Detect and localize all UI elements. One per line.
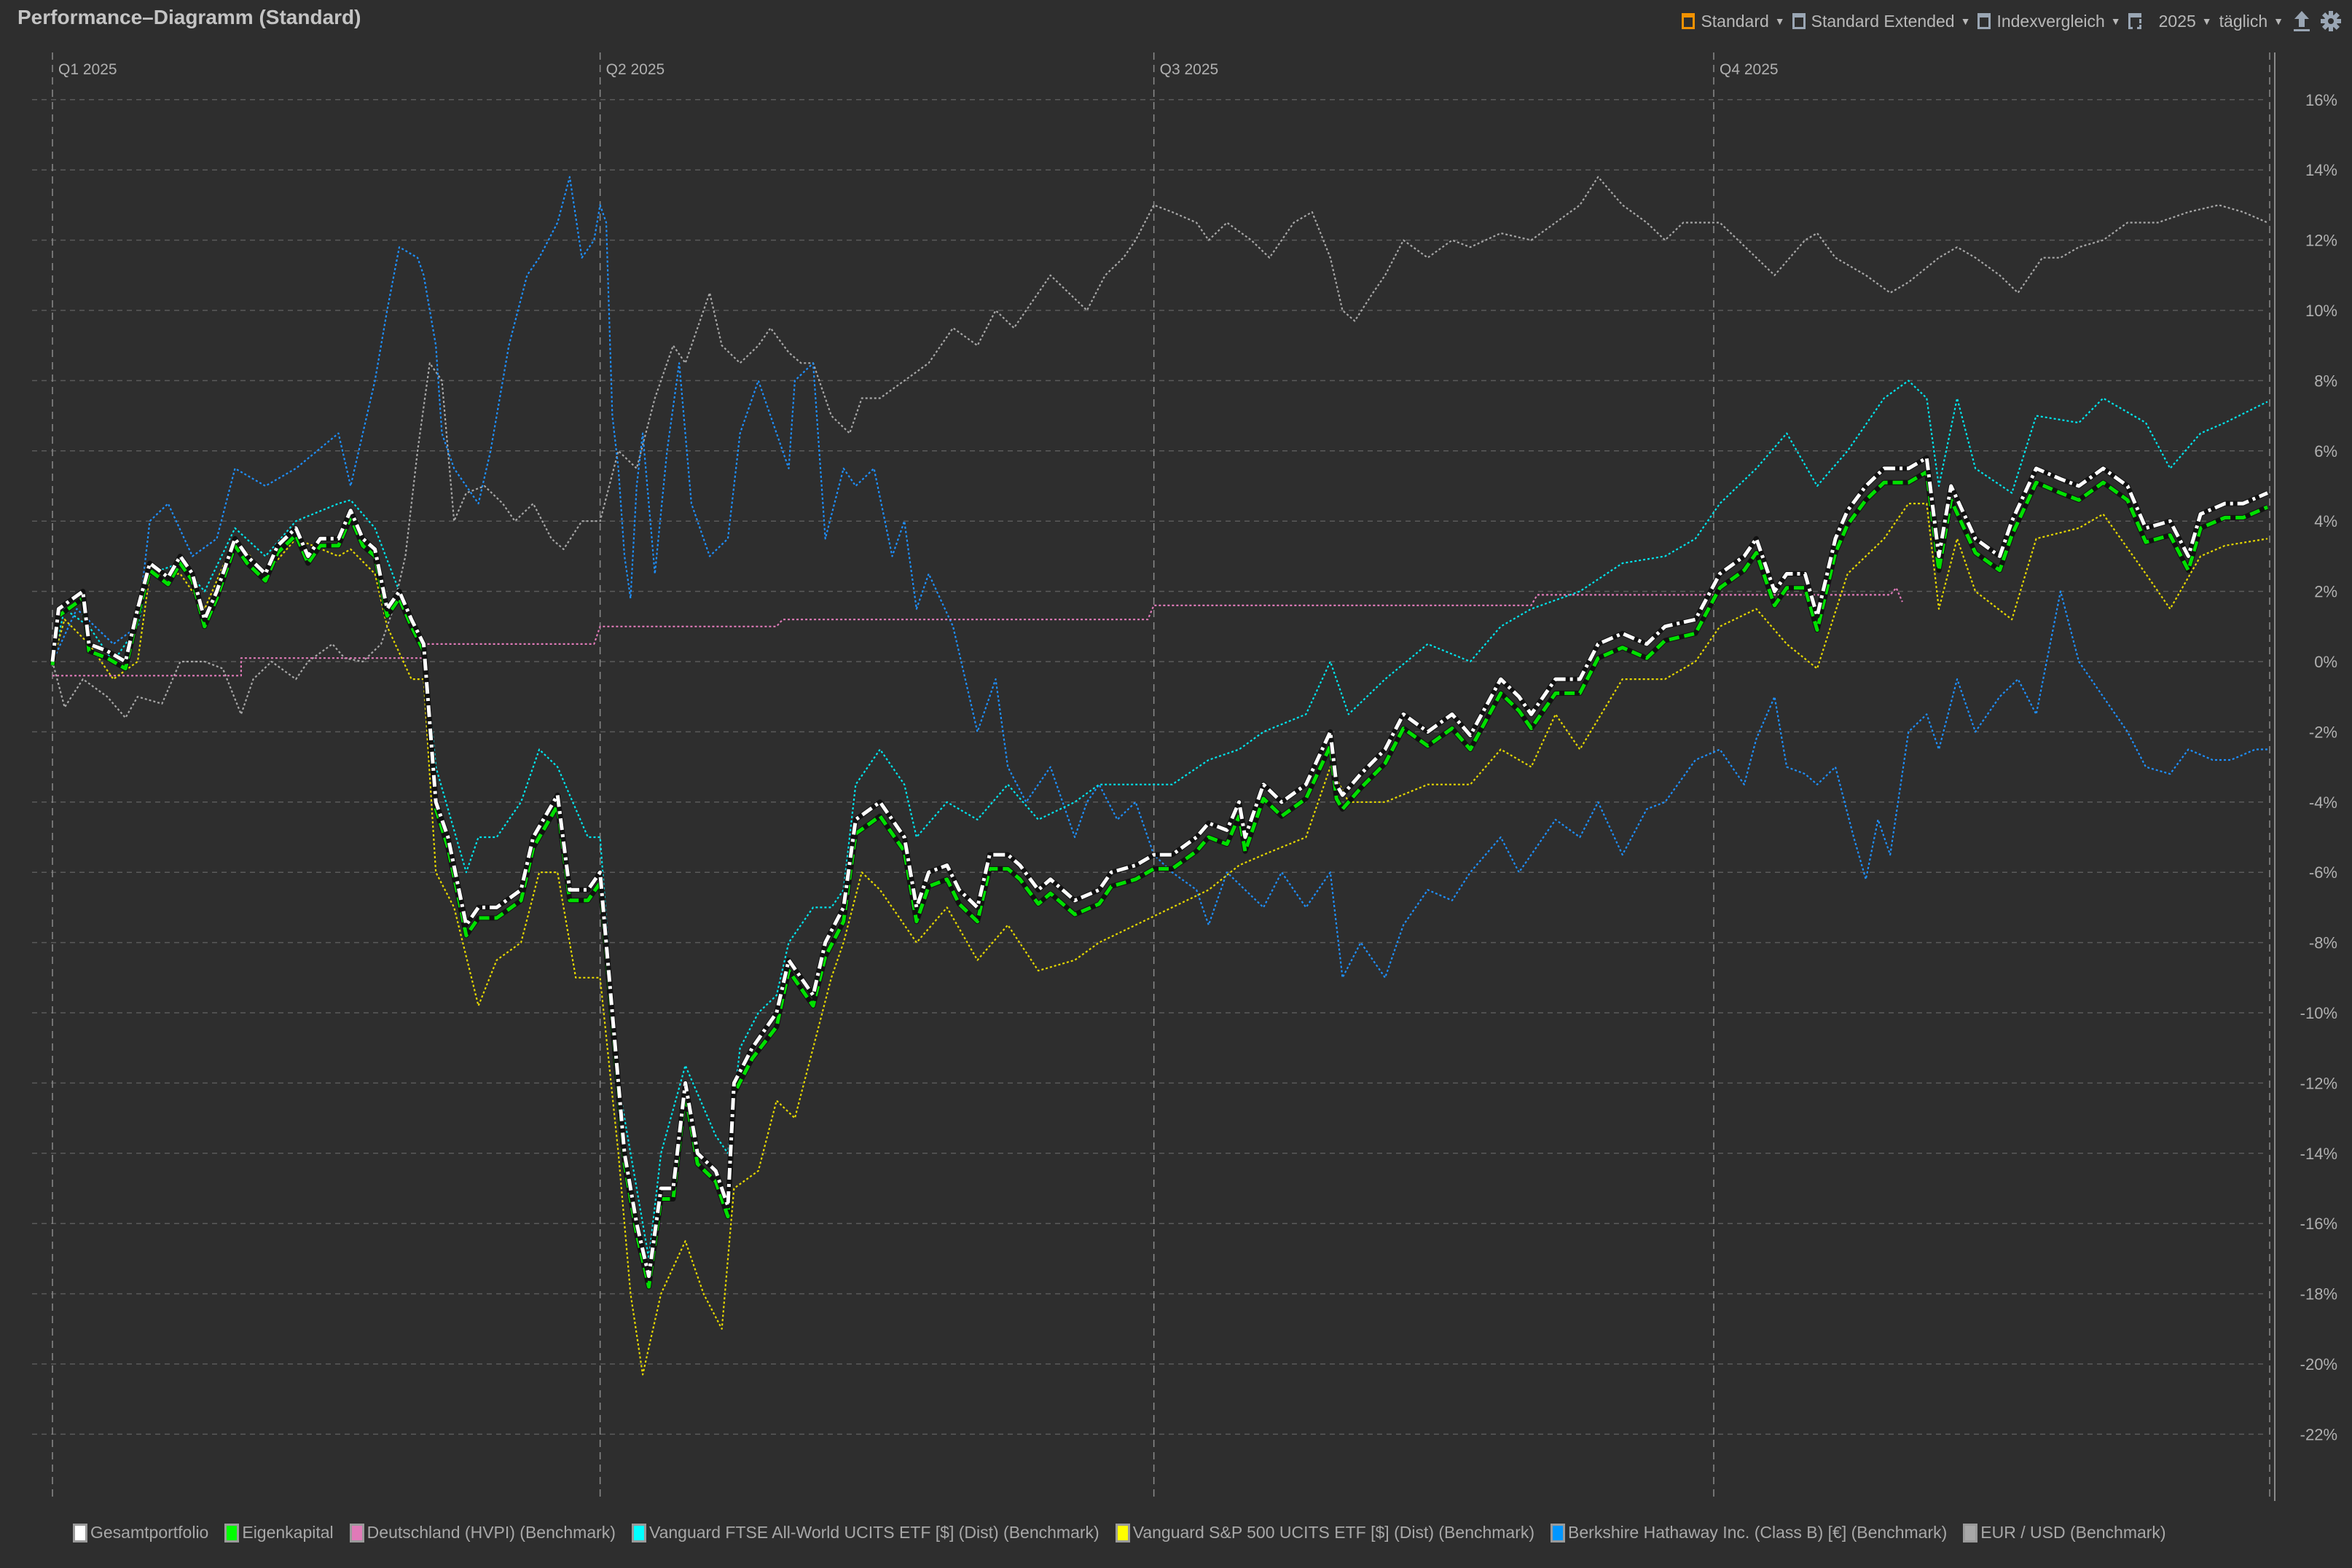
legend-item[interactable]: Vanguard S&P 500 UCITS ETF [$] (Dist) (B… [1115, 1523, 1535, 1542]
series-line-vanguard-s-p-500-ucits-etf-dist-benchmark [51, 502, 2268, 1376]
chart-view-icon [1682, 13, 1696, 29]
y-tick-label: -10% [2300, 1004, 2337, 1022]
chart-view-icon [1792, 13, 1806, 29]
y-tick-label: -20% [2300, 1355, 2337, 1373]
chevron-down-icon: ▼ [2110, 15, 2121, 27]
add-view-button[interactable] [2128, 13, 2141, 29]
y-tick-label: -14% [2300, 1145, 2337, 1163]
legend-swatch [224, 1523, 240, 1542]
series-line-berkshire-hathaway-inc-class-b-benchmark [52, 176, 2267, 979]
chevron-down-icon: ▼ [2201, 15, 2212, 27]
legend-label: Vanguard FTSE All-World UCITS ETF [$] (D… [648, 1523, 1099, 1542]
legend-label: EUR / USD (Benchmark) [1980, 1523, 2166, 1542]
y-tick-label: -6% [2309, 863, 2337, 882]
legend-label: Berkshire Hathaway Inc. (Class B) [€] (B… [1568, 1523, 1948, 1542]
y-tick-label: -18% [2300, 1285, 2337, 1304]
series-line-eur-usd-benchmark [51, 176, 2268, 719]
gear-icon [2321, 11, 2341, 31]
view-standard-extended[interactable]: Standard Extended ▼ [1792, 11, 1971, 31]
legend-item[interactable]: Eigenkapital [224, 1523, 334, 1542]
legend-label: Vanguard S&P 500 UCITS ETF [$] (Dist) (B… [1132, 1523, 1535, 1542]
y-tick-label: 8% [2314, 372, 2337, 390]
chart-view-icon [1977, 13, 1991, 29]
legend-label: Eigenkapital [242, 1523, 334, 1542]
legend-item[interactable]: Gesamtportfolio [73, 1523, 208, 1542]
view-standard[interactable]: Standard ▼ [1682, 11, 1785, 31]
quarter-label: Q3 2025 [1160, 61, 1219, 78]
legend-item[interactable]: Deutschland (HVPI) (Benchmark) [349, 1523, 616, 1542]
y-tick-label: 12% [2305, 232, 2337, 250]
legend-label: Deutschland (HVPI) (Benchmark) [366, 1523, 616, 1542]
legend-item[interactable]: Berkshire Hathaway Inc. (Class B) [€] (B… [1551, 1523, 1947, 1542]
interval-value: täglich [2219, 11, 2268, 31]
series-line-eigenkapital [50, 470, 2268, 1289]
y-tick-label: -12% [2300, 1074, 2337, 1092]
y-tick-label: 14% [2305, 161, 2337, 179]
chevron-down-icon: ▼ [1960, 15, 1971, 27]
y-tick-label: -8% [2309, 934, 2337, 952]
legend-swatch [1115, 1523, 1130, 1542]
year-value: 2025 [2158, 11, 2196, 31]
legend-item[interactable]: EUR / USD (Benchmark) [1963, 1523, 2166, 1542]
legend-swatch [1963, 1523, 1978, 1542]
performance-chart: Q1 2025 Q2 2025 Q3 2025 Q4 2025 16% 14% 12% 10… [32, 52, 2337, 1501]
add-view-icon [2128, 13, 2141, 29]
quarter-label: Q1 2025 [58, 61, 117, 78]
quarter-label: Q2 2025 [606, 61, 665, 78]
chevron-down-icon: ▼ [1774, 15, 1785, 27]
view-standard-label: Standard [1701, 11, 1769, 31]
chart-toolbar: Standard ▼ Standard Extended ▼ Indexverg… [1682, 9, 2342, 34]
year-select[interactable]: 2025 ▼ [2159, 12, 2212, 31]
y-tick-label: 4% [2314, 512, 2337, 530]
legend-swatch [349, 1523, 364, 1542]
interval-select[interactable]: täglich ▼ [2219, 12, 2284, 31]
quarter-label: Q4 2025 [1720, 61, 1779, 78]
y-tick-label: 16% [2305, 91, 2337, 109]
y-tick-label: 6% [2314, 442, 2337, 460]
legend-swatch [1551, 1523, 1566, 1542]
y-tick-label: -22% [2300, 1425, 2337, 1443]
y-tick-label: 10% [2305, 302, 2337, 320]
upload-icon [2294, 11, 2310, 31]
export-button[interactable] [2291, 9, 2313, 34]
y-tick-label: -16% [2300, 1215, 2337, 1233]
legend-swatch [73, 1523, 87, 1542]
settings-button[interactable] [2320, 9, 2342, 34]
y-tick-label: 2% [2314, 583, 2337, 601]
chevron-down-icon: ▼ [2273, 15, 2284, 27]
y-tick-label: -4% [2309, 793, 2337, 812]
chart-legend: Gesamtportfolio Eigenkapital Deutschland (… [73, 1523, 2166, 1542]
y-tick-label: 0% [2314, 653, 2337, 671]
legend-swatch [631, 1523, 646, 1542]
view-standard-extended-label: Standard Extended [1811, 11, 1955, 31]
view-indexvergleich[interactable]: Indexvergleich ▼ [1977, 11, 2121, 31]
series-line-gesamtportfolio [50, 455, 2268, 1278]
legend-item[interactable]: Vanguard FTSE All-World UCITS ETF [$] (D… [631, 1523, 1099, 1542]
view-indexvergleich-label: Indexvergleich [1996, 11, 2105, 31]
y-tick-label: -2% [2309, 723, 2337, 741]
page-title: Performance–Diagramm (Standard) [17, 6, 361, 28]
legend-label: Gesamtportfolio [90, 1523, 209, 1542]
